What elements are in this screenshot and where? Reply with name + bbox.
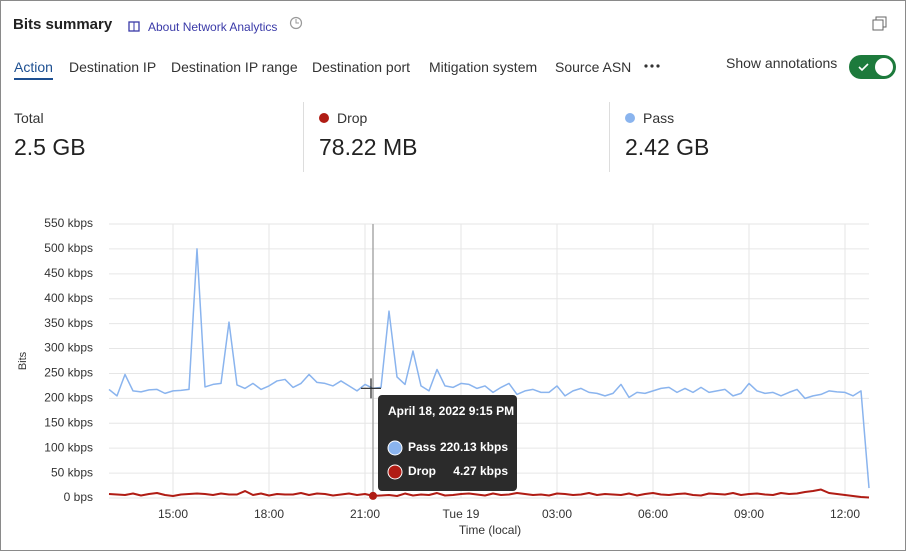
summary-label: Pass — [625, 110, 674, 126]
x-tick-label: 06:00 — [638, 507, 668, 521]
y-tick-label: 300 kbps — [44, 341, 93, 355]
y-tick-label: 500 kbps — [44, 241, 93, 255]
y-tick-label: 400 kbps — [44, 291, 93, 305]
x-tick-label: 15:00 — [158, 507, 188, 521]
tooltip-value: 4.27 kbps — [453, 464, 508, 478]
x-tick-label: 09:00 — [734, 507, 764, 521]
tab[interactable]: Source ASN — [555, 59, 632, 75]
toggle[interactable] — [849, 55, 896, 79]
y-tick-label: 550 kbps — [44, 216, 93, 230]
y-tick-label: 0 bps — [64, 490, 93, 504]
more-icon[interactable] — [644, 63, 660, 69]
y-tick-label: 250 kbps — [44, 366, 93, 380]
y-tick-label: 50 kbps — [51, 465, 93, 479]
x-tick-label: 03:00 — [542, 507, 572, 521]
summary-label-text: Pass — [643, 110, 675, 126]
divider — [609, 102, 610, 172]
tooltip-swatch — [387, 440, 403, 456]
series-line — [108, 488, 870, 499]
y-tick-label: 200 kbps — [44, 391, 93, 405]
tooltip-box — [378, 395, 517, 491]
toggle-label: Show annotations — [726, 55, 838, 71]
x-tick-label: 18:00 — [254, 507, 284, 521]
cursor — [361, 378, 381, 399]
tab[interactable]: Action — [14, 59, 53, 80]
divider — [303, 102, 304, 172]
tooltip: April 18, 2022 9:15 PM Pass 220.13 kbps Dro… — [378, 395, 517, 491]
tooltip-series: Pass — [408, 440, 436, 454]
summary-value: 2.42 GB — [625, 134, 710, 160]
y-tick-label: 450 kbps — [44, 266, 93, 280]
summary-value: 2.5 GB — [14, 134, 86, 160]
y-axis-title: Bits — [17, 351, 29, 370]
about-link[interactable]: About Network Analytics — [148, 20, 278, 34]
x-tick-label: Tue 19 — [443, 507, 480, 521]
book-icon — [128, 21, 140, 32]
y-tick-label: 150 kbps — [44, 415, 93, 429]
x-axis-title: Time (local) — [459, 523, 521, 537]
tooltip-swatch — [387, 464, 403, 480]
expand-icon[interactable] — [872, 16, 888, 32]
tab[interactable]: Destination IP range — [171, 59, 298, 75]
tooltip-value: 220.13 kbps — [440, 440, 508, 454]
tab[interactable]: Mitigation system — [429, 59, 538, 75]
summary-label: Total — [14, 110, 44, 126]
summary-label-text: Drop — [337, 110, 368, 126]
x-tick-label: 21:00 — [350, 507, 380, 521]
y-tick-label: 350 kbps — [44, 316, 93, 330]
x-tick-label: 12:00 — [830, 507, 860, 521]
series-line — [108, 248, 870, 489]
tooltip-title: April 18, 2022 9:15 PM — [388, 404, 514, 418]
panel-title: Bits summary — [13, 16, 113, 33]
tab[interactable]: Destination port — [312, 59, 411, 75]
clock-icon[interactable] — [289, 16, 303, 30]
summary-value: 78.22 MB — [319, 134, 418, 160]
tooltip-series: Drop — [408, 464, 436, 478]
y-tick-label: 100 kbps — [44, 440, 93, 454]
tab[interactable]: Destination IP — [69, 59, 157, 75]
hover-point — [369, 491, 377, 500]
summary-label: Drop — [319, 110, 367, 126]
